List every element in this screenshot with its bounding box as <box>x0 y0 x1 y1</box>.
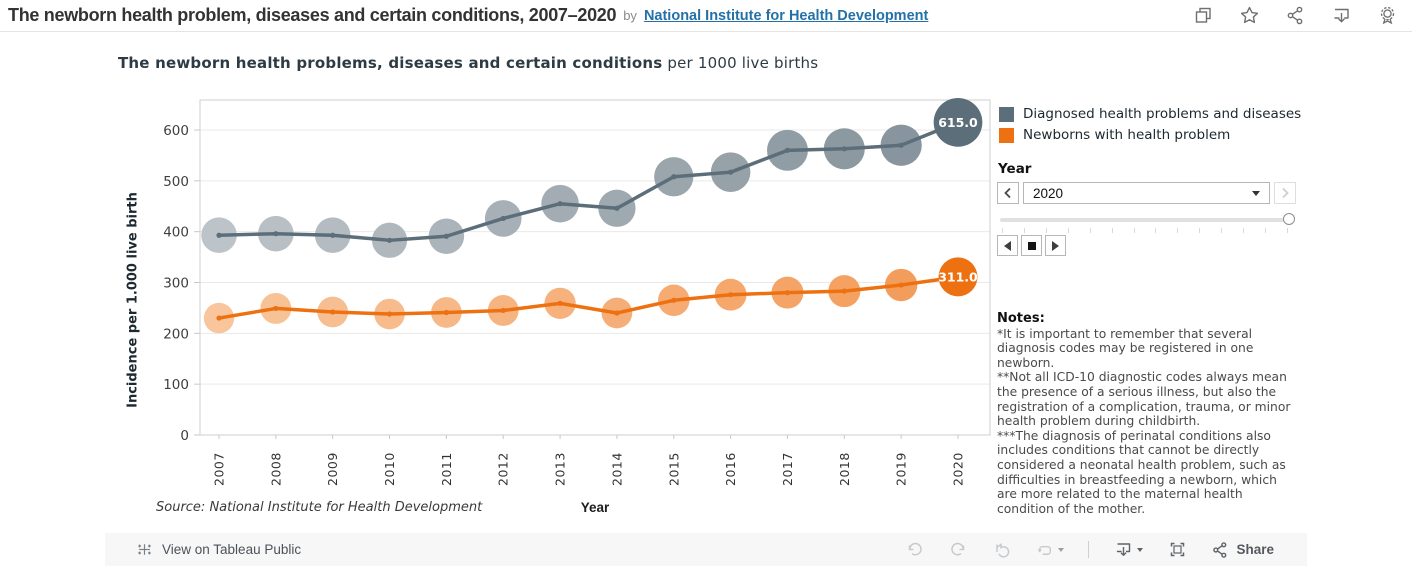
tableau-logo-icon <box>138 544 151 555</box>
fullscreen-button[interactable] <box>1167 540 1187 560</box>
svg-text:2011: 2011 <box>439 452 454 486</box>
source-note: Source: National Institute for Health De… <box>156 500 483 515</box>
redo-button[interactable] <box>948 540 968 560</box>
svg-text:400: 400 <box>163 225 189 241</box>
svg-text:311.0: 311.0 <box>938 269 978 284</box>
play-forward-icon <box>1052 240 1059 251</box>
download-icon[interactable] <box>1331 5 1352 26</box>
svg-text:500: 500 <box>163 174 189 190</box>
step-back-icon <box>1004 240 1011 251</box>
stop-button[interactable] <box>1021 235 1042 256</box>
auto-update-caret-icon <box>1058 547 1065 552</box>
svg-text:2013: 2013 <box>553 452 568 486</box>
share-icon[interactable] <box>1285 5 1306 26</box>
svg-text:0: 0 <box>180 428 189 444</box>
copy-icon[interactable] <box>1193 5 1214 26</box>
view-on-tableau-label: View on Tableau Public <box>162 542 302 557</box>
favorite-star-icon[interactable] <box>1239 5 1260 26</box>
author-link[interactable]: National Institute for Health Developmen… <box>643 7 929 24</box>
note-line: ***The diagnosis of perinatal conditions… <box>997 428 1286 516</box>
svg-text:2020: 2020 <box>951 452 966 486</box>
legend: Diagnosed health problems and diseases N… <box>999 106 1301 148</box>
svg-text:2017: 2017 <box>780 452 795 486</box>
note-line: *It is important to remember that severa… <box>997 326 1254 370</box>
svg-text:300: 300 <box>163 276 189 292</box>
legend-swatch-gray <box>999 106 1014 122</box>
award-badge-icon[interactable] <box>1377 5 1398 26</box>
download-button[interactable] <box>1113 540 1143 560</box>
line-chart[interactable]: 0 100 200 300 400 500 600 2007 2008 2009 2010 2011 2… <box>145 95 995 515</box>
svg-text:2010: 2010 <box>382 452 397 486</box>
undo-button[interactable] <box>904 540 924 560</box>
svg-text:2015: 2015 <box>666 452 681 486</box>
svg-text:2012: 2012 <box>496 452 511 486</box>
chart-title-suffix: per 1000 live births <box>662 54 819 72</box>
auto-update-button[interactable] <box>1036 540 1065 560</box>
page-title: The newborn health problem, diseases and… <box>8 5 617 25</box>
legend-item-diagnosed[interactable]: Diagnosed health problems and diseases <box>999 106 1301 122</box>
svg-text:2016: 2016 <box>723 452 738 486</box>
note-line: **Not all ICD-10 diagnostic codes always… <box>997 370 1291 429</box>
svg-text:615.0: 615.0 <box>938 115 978 130</box>
svg-text:2014: 2014 <box>609 452 624 486</box>
svg-text:2019: 2019 <box>894 452 909 486</box>
year-parameter-label: Year <box>998 161 1032 177</box>
legend-label: Newborns with health problem <box>1023 127 1231 143</box>
step-back-button[interactable] <box>997 235 1018 256</box>
svg-text:2007: 2007 <box>212 452 227 486</box>
svg-text:600: 600 <box>163 123 189 139</box>
legend-item-newborns[interactable]: Newborns with health problem <box>999 127 1301 143</box>
share-button[interactable]: Share <box>1211 541 1274 559</box>
x-axis-title: Year <box>580 500 610 515</box>
y-axis-title: Incidence per 1.000 live birth <box>125 192 141 408</box>
share-label: Share <box>1236 542 1274 557</box>
next-year-button[interactable] <box>1274 182 1296 204</box>
notes-panel: Notes: *It is important to remember that… <box>997 311 1297 516</box>
chart-title: The newborn health problems, diseases an… <box>118 54 818 72</box>
legend-label: Diagnosed health problems and diseases <box>1023 106 1302 122</box>
stop-icon <box>1027 241 1036 250</box>
year-slider[interactable] <box>1000 213 1295 236</box>
year-dropdown[interactable]: 2020 <box>1023 182 1270 204</box>
year-parameter-control: 2020 <box>997 182 1296 204</box>
slider-ticks <box>1002 228 1288 233</box>
chart-title-main: The newborn health problems, diseases an… <box>118 54 663 72</box>
notes-heading: Notes: <box>997 311 1045 326</box>
legend-swatch-orange <box>999 127 1014 143</box>
toolbar-divider <box>1088 541 1090 558</box>
download-caret-icon <box>1136 547 1143 552</box>
svg-text:2009: 2009 <box>325 452 340 486</box>
svg-text:200: 200 <box>163 326 189 342</box>
header-bar: The newborn health problem, diseases and… <box>0 0 1412 32</box>
svg-text:2018: 2018 <box>837 452 852 486</box>
slider-track[interactable] <box>1000 218 1292 222</box>
year-dropdown-value: 2020 <box>1033 185 1064 201</box>
view-on-tableau-link[interactable]: View on Tableau Public <box>136 541 301 558</box>
footer-toolbar: View on Tableau Public <box>105 533 1307 566</box>
playback-controls <box>997 235 1066 256</box>
play-forward-button[interactable] <box>1045 235 1066 256</box>
svg-text:100: 100 <box>163 377 189 393</box>
slider-handle[interactable] <box>1283 213 1295 225</box>
byline: by <box>623 8 637 23</box>
reset-button[interactable] <box>992 540 1012 560</box>
previous-year-button[interactable] <box>997 182 1019 204</box>
chevron-down-icon <box>1252 190 1260 196</box>
svg-text:2008: 2008 <box>268 452 283 486</box>
header-icons <box>1193 0 1398 31</box>
share-nodes-icon <box>1213 541 1227 558</box>
